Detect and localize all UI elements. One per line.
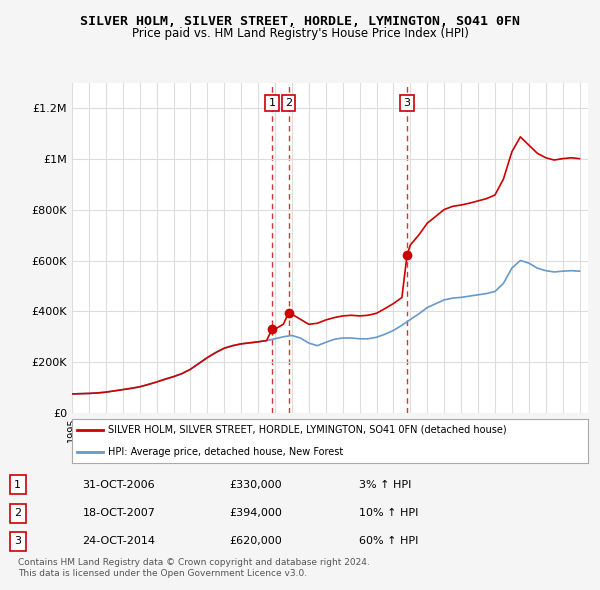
- Text: 60% ↑ HPI: 60% ↑ HPI: [359, 536, 418, 546]
- Text: 3: 3: [403, 98, 410, 108]
- Text: 2: 2: [14, 508, 22, 518]
- Text: £394,000: £394,000: [229, 508, 283, 518]
- Text: 3: 3: [14, 536, 21, 546]
- Text: £620,000: £620,000: [229, 536, 282, 546]
- Text: This data is licensed under the Open Government Licence v3.0.: This data is licensed under the Open Gov…: [18, 569, 307, 578]
- Text: 2: 2: [285, 98, 292, 108]
- Text: 1: 1: [14, 480, 21, 490]
- Text: 18-OCT-2007: 18-OCT-2007: [82, 508, 155, 518]
- Text: Contains HM Land Registry data © Crown copyright and database right 2024.: Contains HM Land Registry data © Crown c…: [18, 558, 370, 566]
- Text: Price paid vs. HM Land Registry's House Price Index (HPI): Price paid vs. HM Land Registry's House …: [131, 27, 469, 40]
- Text: 10% ↑ HPI: 10% ↑ HPI: [359, 508, 418, 518]
- Text: 24-OCT-2014: 24-OCT-2014: [82, 536, 155, 546]
- Text: 31-OCT-2006: 31-OCT-2006: [82, 480, 155, 490]
- Text: £330,000: £330,000: [229, 480, 282, 490]
- Text: SILVER HOLM, SILVER STREET, HORDLE, LYMINGTON, SO41 0FN (detached house): SILVER HOLM, SILVER STREET, HORDLE, LYMI…: [108, 425, 507, 435]
- Text: 3% ↑ HPI: 3% ↑ HPI: [359, 480, 411, 490]
- Text: HPI: Average price, detached house, New Forest: HPI: Average price, detached house, New …: [108, 447, 343, 457]
- Text: SILVER HOLM, SILVER STREET, HORDLE, LYMINGTON, SO41 0FN: SILVER HOLM, SILVER STREET, HORDLE, LYMI…: [80, 15, 520, 28]
- Text: 1: 1: [269, 98, 275, 108]
